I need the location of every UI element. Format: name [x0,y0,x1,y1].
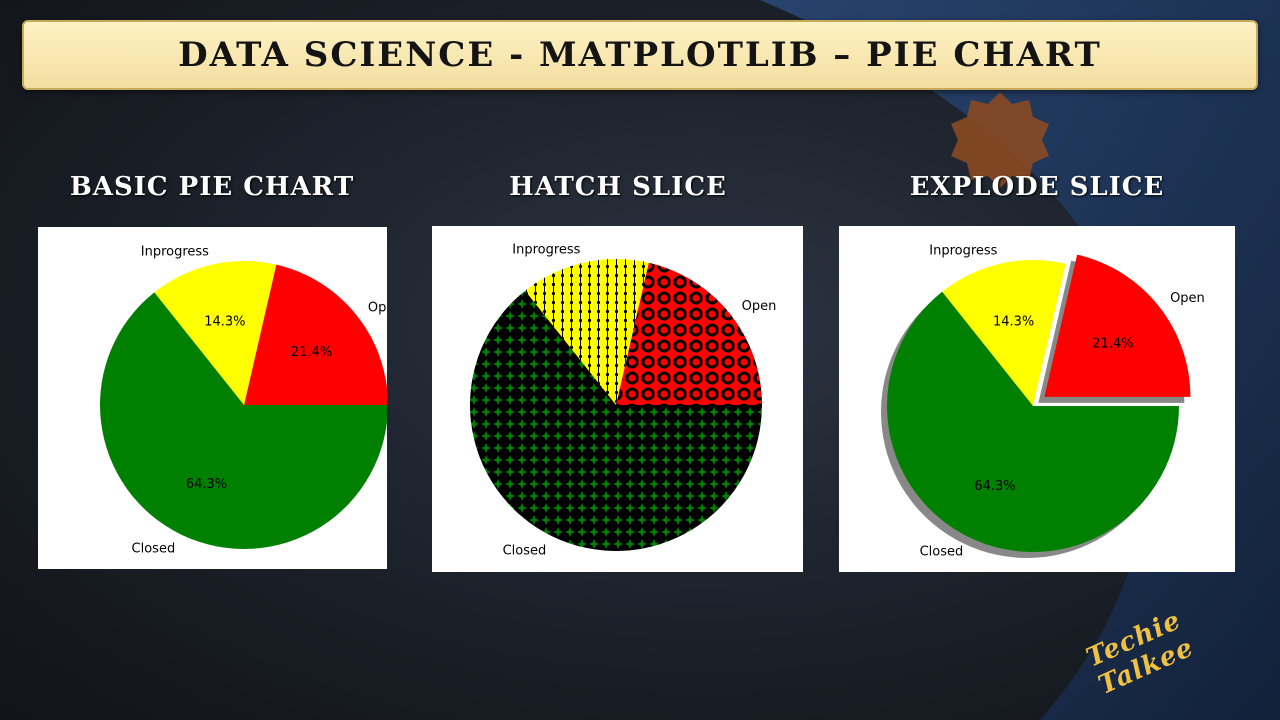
pie-percent-inprogress: 14.3% [993,315,1034,330]
chart-heading-hatch: Hatch Slice [509,172,727,202]
pie-percent-open: 21.4% [291,345,332,360]
basic-pie-chart: Open 21.4% Inprogress 14.3% Closed 64.3% [100,245,387,557]
ornament-gear-icon [951,92,1049,188]
pie-slice-closed [887,291,1179,553]
pie-label-open: Open [1170,291,1205,306]
pie-percent-closed: 64.3% [974,479,1015,494]
pie-slice-inprogress [154,261,277,405]
pie-slice-open [616,262,762,405]
pie-slice-closed [470,290,762,552]
explode-pie-panel: Open 21.4% Inprogress 14.3% Closed 64.3% [839,226,1235,572]
chart-heading-explode: Explode Slice [909,172,1165,202]
title-banner: Data Science - Matplotlib – Pie Chart [22,20,1258,90]
pie-slice-open [1044,254,1191,397]
pie-label-open: Open [742,299,777,314]
pie-label-inprogress: Inprogress [929,243,997,258]
explode-pie-chart: Open 21.4% Inprogress 14.3% Closed 64.3% [881,243,1205,560]
pie-percent-closed: 64.3% [186,477,227,492]
pie-label-closed: Closed [132,542,176,557]
pie-slice-inprogress [525,259,649,405]
pie-percent-inprogress: 14.3% [204,315,245,330]
hatch-pie-panel: Open Inprogress Closed [432,226,803,572]
pie-label-open: Open [368,300,387,315]
pie-label-inprogress: Inprogress [512,242,580,257]
hatch-pie-chart: Open Inprogress Closed [470,242,777,559]
pie-slice-closed [100,292,387,549]
pie-label-inprogress: Inprogress [141,245,209,260]
pie-slice-inprogress [942,260,1066,406]
chart-heading-basic: Basic Pie Chart [69,172,355,202]
pie-slice-open [244,264,387,405]
pie-label-closed: Closed [503,544,547,559]
basic-pie-panel: Open 21.4% Inprogress 14.3% Closed 64.3% [38,227,387,569]
pie-label-closed: Closed [920,545,964,560]
page-title: Data Science - Matplotlib – Pie Chart [178,35,1102,75]
pie-percent-open: 21.4% [1092,336,1133,351]
